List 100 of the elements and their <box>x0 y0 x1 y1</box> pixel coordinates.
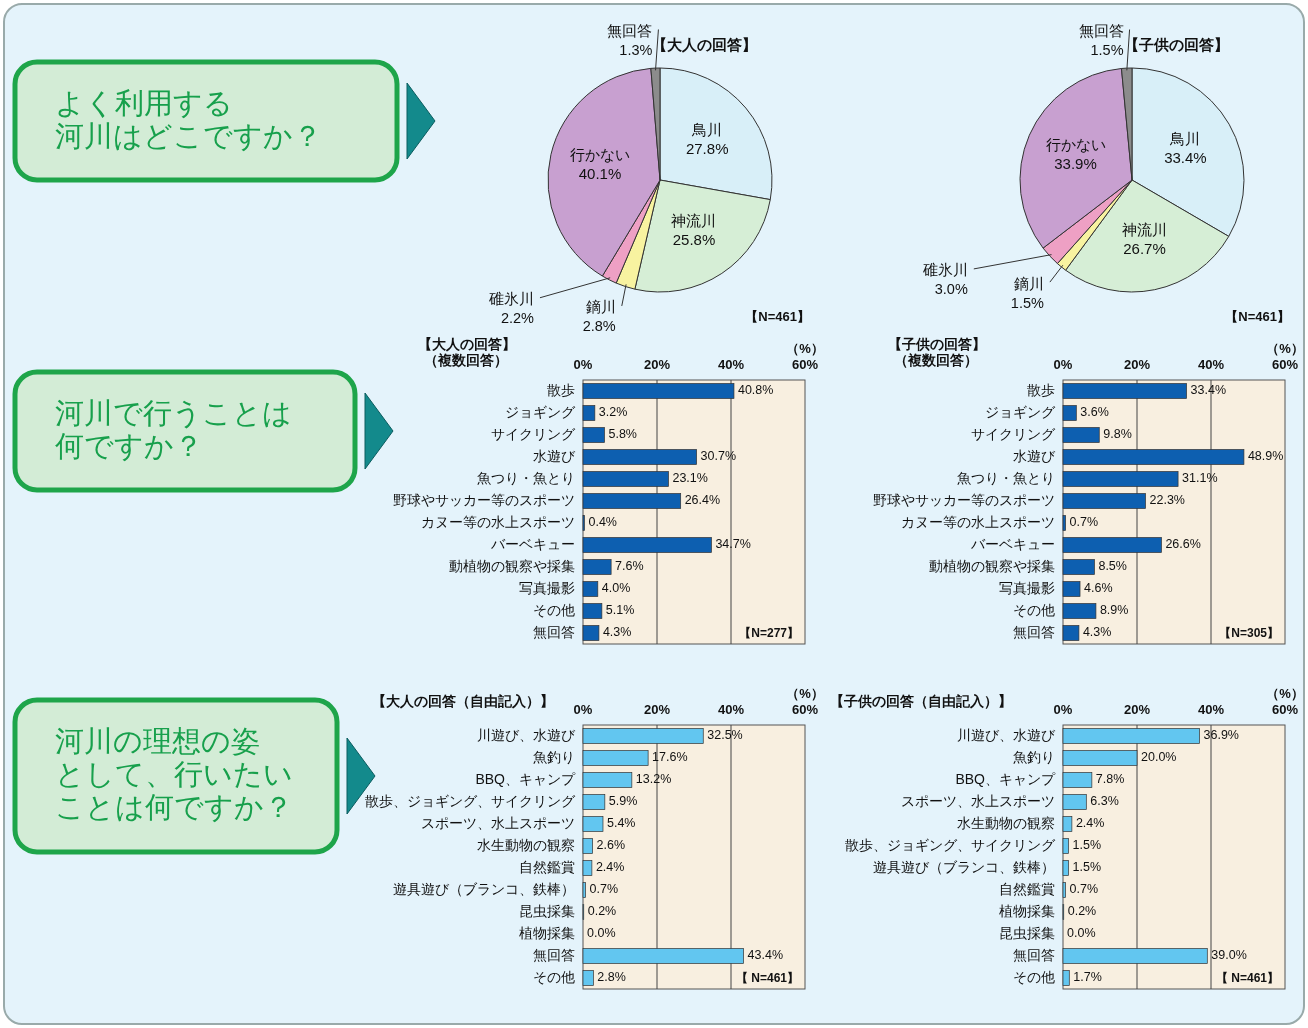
data-label: 5.8% <box>608 427 637 442</box>
y-tick-label: 散歩 <box>1027 381 1055 398</box>
bar <box>582 728 704 744</box>
slice-label: 行かない <box>1045 135 1106 153</box>
slice-label: 無回答 <box>1078 22 1124 39</box>
bar <box>1062 493 1146 509</box>
data-label: 1.3% <box>619 41 653 58</box>
data-label: 39.0% <box>1211 948 1247 963</box>
y-tick-label: 散歩、ジョギング、サイクリング <box>365 792 576 809</box>
x-axis-title: （%） <box>786 341 824 357</box>
x-tick-label: 40% <box>717 702 745 718</box>
bar <box>582 603 603 619</box>
data-label: 4.6% <box>1084 581 1113 596</box>
slice-label: 鏑川 <box>585 299 616 316</box>
data-label: 4.0% <box>601 581 631 596</box>
data-label: 27.8% <box>685 139 729 157</box>
bar <box>1062 603 1097 619</box>
x-tick-label: 20% <box>643 702 671 718</box>
bar <box>1062 882 1066 898</box>
y-tick-label: バーベキュー <box>490 535 575 552</box>
x-axis-title: （%） <box>786 686 824 702</box>
y-tick-label: スポーツ、水上スポーツ <box>901 792 1055 809</box>
y-tick-label: カヌー等の水上スポーツ <box>901 513 1055 530</box>
bar <box>582 772 633 788</box>
x-tick-label: 20% <box>1123 357 1151 373</box>
y-tick-label: 写真撮影 <box>999 579 1055 596</box>
y-tick-label: その他 <box>1013 968 1055 985</box>
x-tick-label: 0% <box>573 702 593 718</box>
y-tick-label: 野球やサッカー等のスポーツ <box>393 491 575 508</box>
data-label: 0.0% <box>587 926 616 941</box>
text: 【子供の回答】 <box>888 335 986 352</box>
bar <box>582 882 586 898</box>
data-label: 0.7% <box>1069 882 1099 897</box>
text: （複数回答） <box>894 351 978 368</box>
data-label: 1.5% <box>1090 41 1124 58</box>
data-label: 3.6% <box>1080 405 1109 420</box>
y-tick-label: 水遊び <box>533 447 576 464</box>
y-tick-label: カヌー等の水上スポーツ <box>421 513 575 530</box>
text: 【子供の回答（自由記入）】 <box>830 692 1012 709</box>
y-tick-label: その他 <box>533 968 575 985</box>
bar <box>582 948 744 964</box>
data-label: 34.7% <box>715 537 751 552</box>
data-label: 26.7% <box>1123 239 1166 257</box>
bar <box>1062 427 1100 443</box>
x-tick-label: 40% <box>1197 357 1225 373</box>
annotation: 【 N=461】 <box>735 971 799 986</box>
x-tick-label: 20% <box>1123 702 1151 718</box>
y-tick-label: バーベキュー <box>970 535 1055 552</box>
x-tick-label: 60% <box>791 702 819 718</box>
y-tick-label: 散歩 <box>547 381 575 398</box>
slice-label: 神流川 <box>671 211 717 229</box>
bar <box>582 559 612 575</box>
slice-label: 碓氷川 <box>921 262 968 279</box>
bar <box>1062 537 1162 553</box>
y-tick-label: 野球やサッカー等のスポーツ <box>873 491 1055 508</box>
text: よく利用する河川はどこですか？ <box>55 86 322 152</box>
annotation: 【N=305】 <box>1219 626 1279 641</box>
bar <box>582 383 735 399</box>
y-tick-label: 無回答 <box>533 946 575 963</box>
bar <box>1062 581 1081 597</box>
data-label: 20.0% <box>1141 750 1177 765</box>
bar <box>582 493 682 509</box>
bar <box>582 581 599 597</box>
x-tick-label: 40% <box>717 357 745 373</box>
y-tick-label: 植物採集 <box>999 902 1055 919</box>
bar <box>582 794 606 810</box>
data-label: 7.6% <box>615 559 644 574</box>
x-tick-label: 60% <box>791 357 819 373</box>
y-tick-label: 遊具遊び（ブランコ、鉄棒） <box>393 880 575 897</box>
text: 【子供の回答】 <box>1124 35 1229 53</box>
y-tick-label: 水生動物の観察 <box>477 836 575 853</box>
y-tick-label: 魚つり・魚とり <box>957 469 1055 486</box>
bar <box>1062 860 1069 876</box>
slice-label: 無回答 <box>607 22 653 39</box>
data-label: 43.4% <box>747 948 784 963</box>
bar <box>1062 794 1087 810</box>
bar <box>582 970 594 986</box>
data-label: 33.4% <box>1190 383 1227 398</box>
bar <box>582 625 600 641</box>
bar <box>582 750 649 766</box>
bar <box>1062 970 1070 986</box>
bar <box>1062 728 1200 744</box>
x-tick-label: 60% <box>1271 702 1299 718</box>
data-label: 3.0% <box>934 281 968 298</box>
data-label: 3.2% <box>598 405 628 420</box>
data-label: 9.8% <box>1103 427 1132 442</box>
data-label: 2.8% <box>597 970 626 985</box>
data-label: 6.3% <box>1090 794 1119 809</box>
data-label: 2.6% <box>596 838 626 853</box>
y-tick-label: 昆虫採集 <box>519 902 575 919</box>
slice-label: 鳥川 <box>691 120 723 138</box>
data-label: 33.4% <box>1164 148 1207 166</box>
data-label: 0.7% <box>589 882 619 897</box>
data-label: 40.8% <box>737 383 774 398</box>
y-tick-label: 無回答 <box>533 623 575 640</box>
y-tick-label: BBQ、キャンプ <box>955 770 1056 787</box>
x-tick-label: 0% <box>1053 702 1073 718</box>
x-tick-label: 60% <box>1271 357 1299 373</box>
y-tick-label: 植物採集 <box>519 924 575 941</box>
data-label: 25.8% <box>672 230 716 248</box>
